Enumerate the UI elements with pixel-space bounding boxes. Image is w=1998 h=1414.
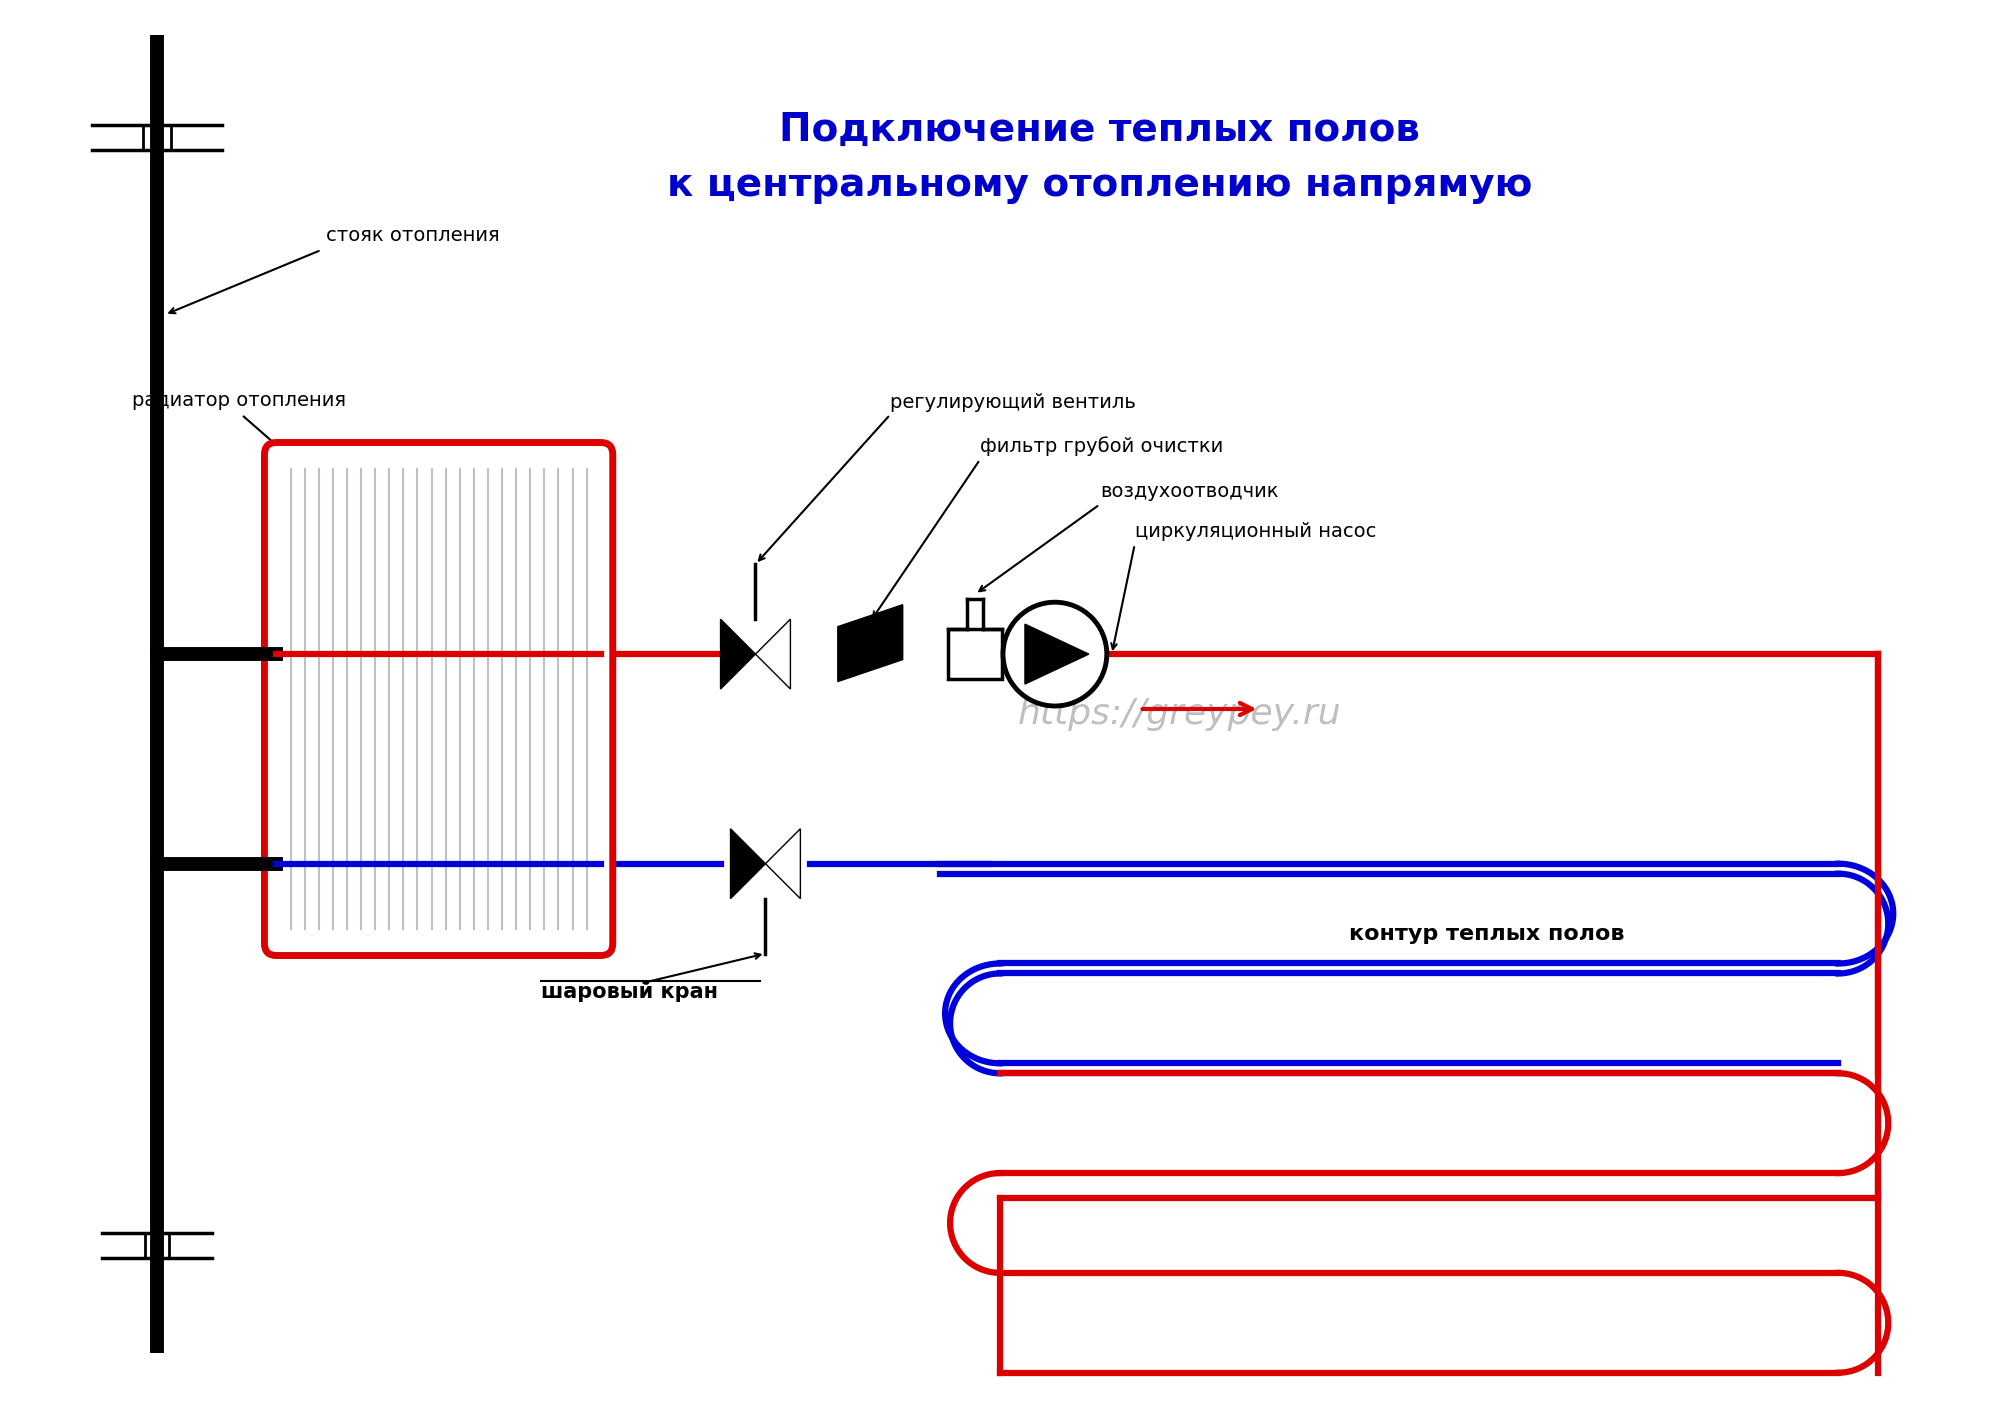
Polygon shape	[755, 619, 789, 689]
Text: воздухоотводчик: воздухоотводчик	[1099, 482, 1277, 502]
Bar	[947, 629, 1001, 679]
Circle shape	[1003, 602, 1107, 706]
Text: стояк отопления: стояк отопления	[326, 226, 500, 245]
Polygon shape	[729, 829, 765, 899]
Polygon shape	[837, 605, 903, 682]
FancyBboxPatch shape	[264, 443, 613, 956]
Polygon shape	[719, 619, 755, 689]
Text: циркуляционный насос: циркуляционный насос	[1135, 522, 1375, 542]
Text: шаровый кран: шаровый кран	[541, 981, 717, 1003]
Polygon shape	[765, 829, 799, 899]
Polygon shape	[1025, 624, 1089, 684]
Text: к центральному отоплению напрямую: к центральному отоплению напрямую	[667, 165, 1532, 204]
Text: Подключение теплых полов: Подключение теплых полов	[779, 112, 1419, 148]
Text: радиатор отопления: радиатор отопления	[132, 390, 346, 410]
Text: регулирующий вентиль: регулирующий вентиль	[889, 393, 1135, 411]
Text: https://greypey.ru: https://greypey.ru	[1017, 697, 1341, 731]
Text: контур теплых полов: контур теплых полов	[1349, 923, 1624, 943]
Text: фильтр грубой очистки: фильтр грубой очистки	[979, 437, 1223, 457]
